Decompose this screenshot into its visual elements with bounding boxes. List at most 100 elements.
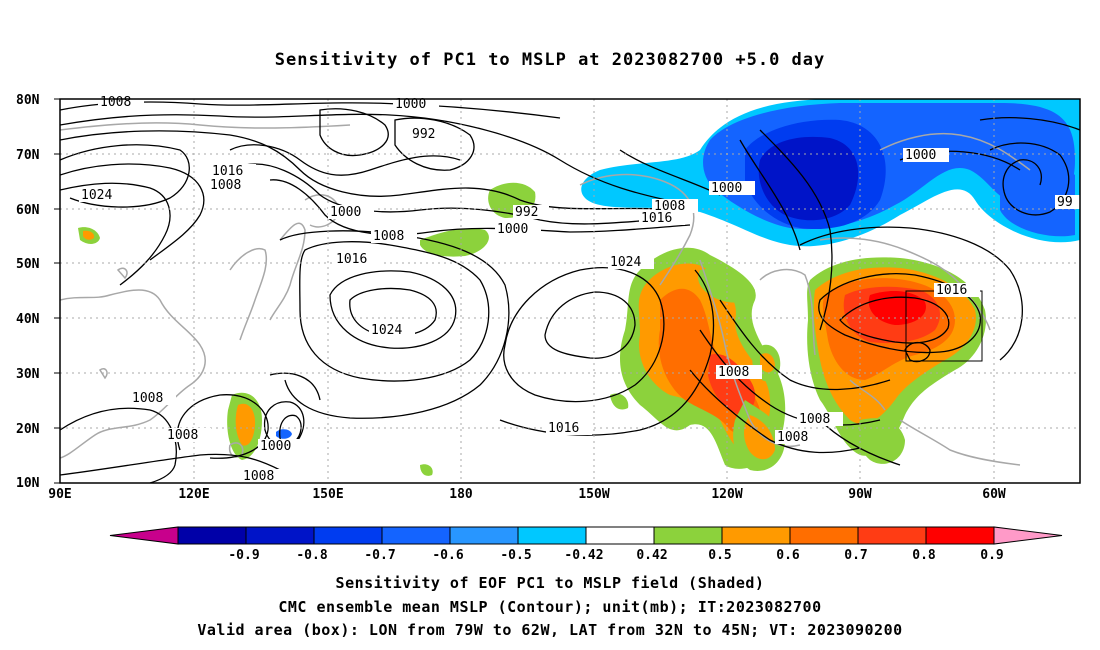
svg-text:1008: 1008 — [654, 199, 685, 214]
svg-text:1024: 1024 — [610, 255, 641, 270]
plot-frame — [59, 98, 1081, 484]
colorbar-label: 0.42 — [636, 548, 667, 563]
contour-label: 1016 — [210, 164, 256, 179]
colorbar-label: 0.6 — [776, 548, 800, 563]
contour-label: 1016 — [334, 252, 380, 267]
colorbar-label: -0.5 — [500, 548, 531, 563]
contour-label: 992 — [410, 127, 446, 142]
caption-line-1: Sensitivity of EOF PC1 to MSLP field (Sh… — [335, 574, 765, 592]
svg-text:1000: 1000 — [711, 181, 742, 196]
colorbar-label: -0.7 — [364, 548, 395, 563]
lon-label: 150E — [312, 487, 343, 502]
map-layers — [60, 99, 1080, 483]
lon-label: 60W — [982, 487, 1006, 502]
svg-text:1008: 1008 — [243, 469, 274, 484]
svg-text:1016: 1016 — [548, 421, 579, 436]
colorbar-segment — [381, 526, 451, 545]
contour-label: 1000 — [903, 148, 949, 163]
caption-line-3: Valid area (box): LON from 79W to 62W, L… — [197, 621, 903, 639]
svg-text:1008: 1008 — [100, 95, 131, 110]
svg-text:1008: 1008 — [210, 178, 241, 193]
contour-label: 1000 — [328, 205, 374, 220]
chart-title: Sensitivity of PC1 to MSLP at 2023082700… — [274, 50, 826, 70]
colorbar-label: -0.6 — [432, 548, 463, 563]
svg-text:1000: 1000 — [330, 205, 361, 220]
contour-labels: 1008 1000 992 1016 1008 1024 1000 992 10… — [0, 0, 1080, 484]
longitude-labels: 90E 120E 150E 180 150W 120W 90W 60W — [48, 487, 1006, 502]
lon-label: 150W — [578, 487, 609, 502]
svg-text:1008: 1008 — [373, 229, 404, 244]
caption-line-2: CMC ensemble mean MSLP (Contour); unit(m… — [278, 598, 822, 616]
lat-label: 60N — [16, 203, 40, 218]
svg-text:1016: 1016 — [212, 164, 243, 179]
latitude-ticks — [54, 98, 60, 484]
colorbar-label: -0.9 — [228, 548, 259, 563]
mslp-contours — [60, 101, 1080, 483]
lon-label: 90E — [48, 487, 71, 502]
contour-label: 1024 — [369, 323, 415, 338]
lat-label: 50N — [16, 257, 40, 272]
contour-label: 1008 — [241, 469, 287, 484]
svg-text:1008: 1008 — [718, 365, 749, 380]
svg-text:99: 99 — [1057, 195, 1073, 210]
colorbar-segment — [857, 526, 927, 545]
colorbar-segment — [721, 526, 791, 545]
colorbar-label: 0.9 — [980, 548, 1003, 563]
contour-label: 1008 — [797, 412, 843, 427]
colorbar-extend-high — [993, 526, 1063, 545]
lat-label: 40N — [16, 312, 40, 327]
latitude-labels: 80N 70N 60N 50N 40N 30N 20N 10N — [16, 93, 40, 491]
colorbar-segment — [517, 526, 587, 545]
svg-text:1000: 1000 — [260, 439, 291, 454]
colorbar-extend-low — [109, 526, 179, 545]
svg-text:1008: 1008 — [167, 428, 198, 443]
svg-text:1016: 1016 — [336, 252, 367, 267]
colorbar-label: 0.5 — [708, 548, 731, 563]
colorbar-segment — [177, 526, 247, 545]
svg-text:1024: 1024 — [371, 323, 402, 338]
colorbar-segment — [925, 526, 995, 545]
contour-label: 1008 — [775, 430, 821, 445]
colorbar: -0.9 -0.8 -0.7 -0.6 -0.5 -0.42 0.42 0.5 0.6 0.7 0.… — [109, 526, 1063, 563]
contour-label: 1016 — [0, 0, 31, 4]
colorbar-label: 0.8 — [912, 548, 936, 563]
contour-label: 1008 — [716, 365, 762, 380]
lon-label: 120W — [711, 487, 742, 502]
negative-sensitivity-shading — [276, 99, 1080, 439]
contour-label: 99 — [1055, 195, 1080, 210]
svg-text:1016: 1016 — [641, 211, 672, 226]
colorbar-label: 0.7 — [844, 548, 867, 563]
svg-text:992: 992 — [412, 127, 435, 142]
contour-label: 1008 — [652, 199, 698, 214]
contour-label: 1008 — [165, 428, 211, 443]
contour-label: 1016 — [934, 283, 980, 298]
svg-text:1008: 1008 — [799, 412, 830, 427]
svg-text:992: 992 — [515, 205, 538, 220]
colorbar-segment — [585, 526, 655, 545]
lat-label: 30N — [16, 367, 40, 382]
svg-text:1008: 1008 — [132, 391, 163, 406]
svg-text:1000: 1000 — [905, 148, 936, 163]
colorbar-segment — [789, 526, 859, 545]
contour-label: 1016 — [639, 211, 685, 226]
contour-label: 1000 — [495, 222, 541, 237]
contour-label: 1008 — [208, 178, 254, 193]
lon-label: 120E — [178, 487, 209, 502]
lat-label: 80N — [16, 93, 40, 108]
contour-label: 1016 — [546, 421, 592, 436]
svg-text:1008: 1008 — [777, 430, 808, 445]
contour-label: 992 — [513, 205, 549, 220]
contour-label: 1000 — [258, 439, 304, 454]
lon-label: 180 — [449, 487, 473, 502]
colorbar-segment — [653, 526, 723, 545]
contour-label: 1024 — [79, 188, 125, 203]
svg-text:1016: 1016 — [936, 283, 967, 298]
lat-label: 70N — [16, 148, 40, 163]
contour-label: 1008 — [130, 391, 176, 406]
contour-label: 1024 — [608, 255, 654, 270]
colorbar-segment — [245, 526, 315, 545]
contour-label: 1008 — [371, 229, 417, 244]
colorbar-segment — [313, 526, 383, 545]
colorbar-segment — [449, 526, 519, 545]
